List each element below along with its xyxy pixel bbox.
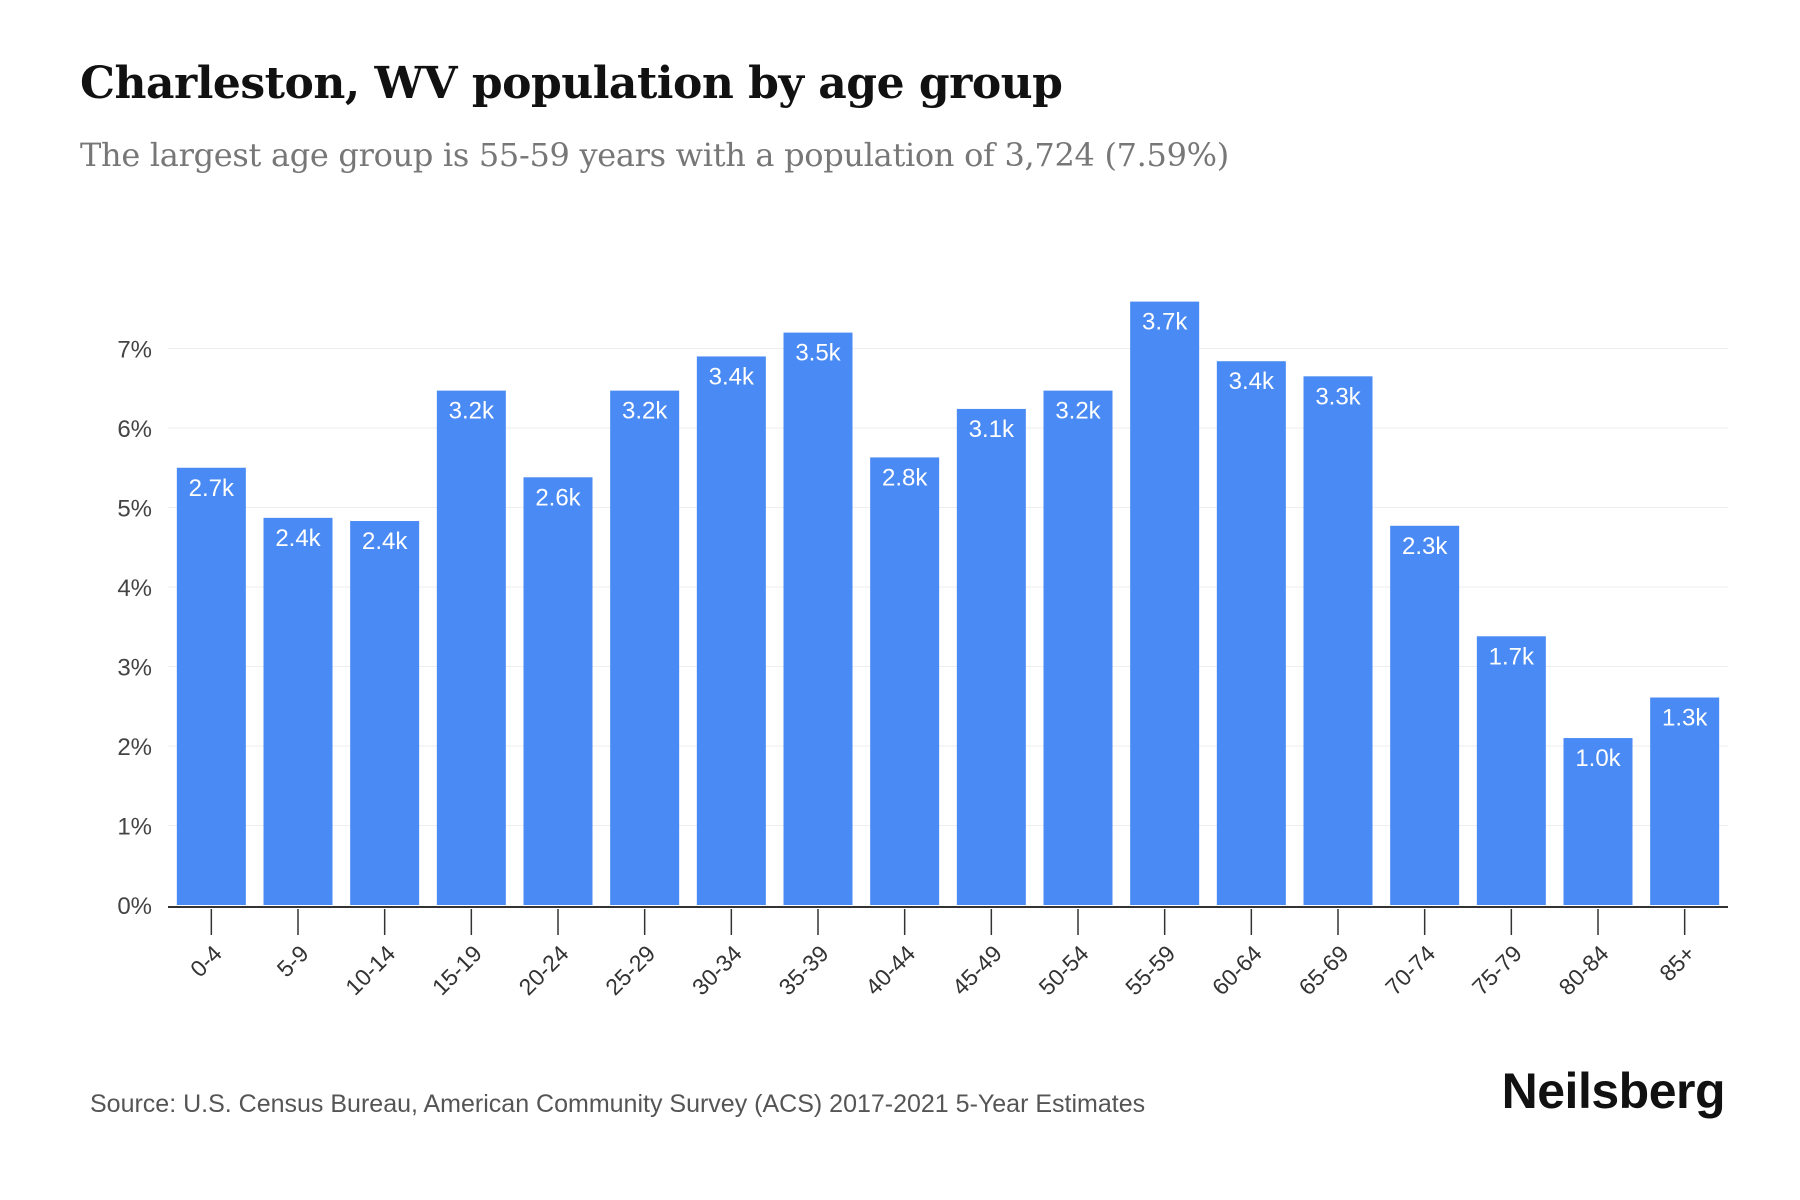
bar-value-label: 3.2k: [1055, 398, 1101, 425]
x-tick-label: 75-79: [1467, 940, 1527, 1000]
bar: [1390, 525, 1460, 905]
x-tick-label: 45-49: [947, 940, 1007, 1000]
x-tick-label: 65-69: [1294, 940, 1354, 1000]
y-tick-label: 2%: [117, 734, 152, 761]
x-tick-label: 30-34: [687, 940, 747, 1000]
bar: [350, 521, 420, 905]
bar-value-label: 1.3k: [1662, 705, 1708, 732]
x-axis: 0-4 5-9 10-14 15-19 20-24 25-29 30-34 35-39 40-4…: [168, 906, 1728, 1000]
gridlines: [168, 348, 1728, 826]
bar: [1216, 361, 1286, 906]
bar: [1650, 697, 1720, 905]
bar: [1563, 738, 1633, 905]
bar-value-label: 1.7k: [1489, 643, 1535, 670]
bar-value-label: 2.8k: [882, 464, 928, 491]
x-tick-label: 55-59: [1120, 940, 1180, 1000]
bar: [870, 457, 940, 905]
chart-subtitle: The largest age group is 55-59 years wit…: [80, 136, 1229, 174]
bar: [696, 356, 766, 905]
y-tick-label: 6%: [117, 416, 152, 443]
bar-value-label: 3.4k: [709, 363, 755, 390]
brand-logo: Neilsberg: [1501, 1063, 1726, 1119]
bar-value-label: 2.7k: [189, 475, 235, 502]
y-tick-label: 3%: [117, 655, 152, 682]
x-tick-label: 40-44: [860, 940, 920, 1000]
chart-title: Charleston, WV population by age group: [80, 58, 1063, 109]
x-tick-label: 0-4: [185, 940, 227, 982]
y-axis-ticks: 0% 1% 2% 3% 4% 5% 6% 7%: [117, 337, 152, 921]
bars: 2.7k 2.4k 2.4k 3.2k 2.6k 3.2k 3.4k 3.5k 2.8k 3.1k…: [176, 301, 1720, 906]
x-tick-label: 35-39: [774, 940, 834, 1000]
bar: [1130, 301, 1200, 906]
bar: [176, 467, 246, 905]
x-tick-label: 50-54: [1034, 940, 1094, 1000]
bar: [523, 477, 593, 905]
bar: [783, 332, 853, 906]
x-tick-label: 85+: [1654, 940, 1700, 986]
y-tick-label: 7%: [117, 337, 152, 364]
x-tick-label: 10-14: [340, 940, 400, 1000]
bar-value-label: 2.4k: [275, 525, 321, 552]
x-tick-label: 60-64: [1207, 940, 1267, 1000]
bar: [956, 408, 1026, 905]
y-tick-label: 1%: [117, 814, 152, 841]
y-tick-label: 0%: [117, 893, 152, 920]
bar: [263, 517, 333, 905]
x-tick-label: 5-9: [272, 940, 314, 982]
y-tick-label: 5%: [117, 496, 152, 523]
bar-value-label: 3.5k: [795, 340, 841, 367]
bar: [436, 390, 506, 905]
bar-value-label: 3.2k: [449, 398, 495, 425]
bar: [1043, 390, 1113, 905]
bar-value-label: 2.4k: [362, 528, 408, 555]
x-tick-label: 25-29: [600, 940, 660, 1000]
x-tick-label: 15-19: [427, 940, 487, 1000]
source-note: Source: U.S. Census Bureau, American Com…: [90, 1090, 1146, 1118]
bar-value-label: 3.7k: [1142, 309, 1188, 336]
bar-value-label: 3.4k: [1229, 368, 1275, 395]
x-tick-label: 80-84: [1554, 940, 1614, 1000]
x-tick-label: 70-74: [1380, 940, 1440, 1000]
bar: [1303, 376, 1373, 905]
bar-value-label: 1.0k: [1575, 745, 1621, 772]
bar-value-label: 3.3k: [1315, 383, 1361, 410]
bar-value-label: 3.1k: [969, 416, 1015, 443]
bar-value-label: 2.3k: [1402, 533, 1448, 560]
bar-value-label: 2.6k: [535, 484, 581, 511]
y-tick-label: 4%: [117, 575, 152, 602]
bar-value-label: 3.2k: [622, 398, 668, 425]
bar: [610, 390, 680, 905]
bar: [1476, 636, 1546, 905]
x-tick-label: 20-24: [514, 940, 574, 1000]
